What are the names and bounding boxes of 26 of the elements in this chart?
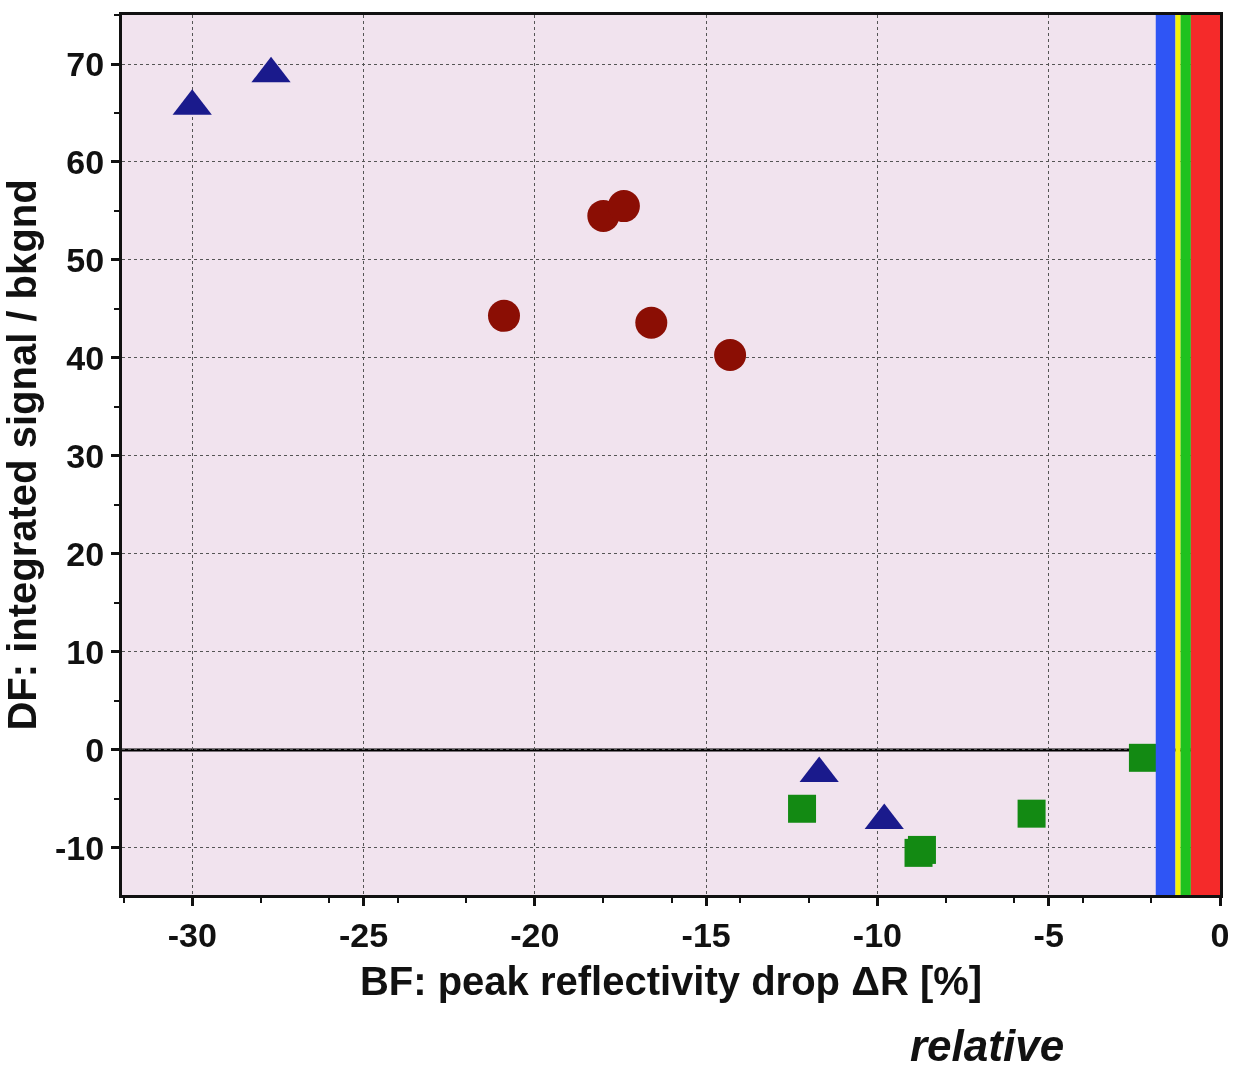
y-tick-label: 20 [66,534,105,573]
y-tick-label: 30 [66,436,105,475]
y-tick-label: 50 [66,240,105,279]
point [788,794,817,823]
text: relative [910,1021,1065,1065]
x-tick-label: 0 [1210,915,1230,954]
point [1017,799,1046,828]
point [607,190,640,223]
x-tick-label: -5 [1033,915,1064,954]
x-tick-label: -15 [681,915,731,954]
x-tick-label: -20 [510,915,560,954]
y-tick-label: 0 [85,730,105,769]
y-tick-label: 40 [66,338,105,377]
x-axis-title: BF: peak reflectivity drop ΔR [%] [359,959,983,1004]
y-tick-label: 10 [66,632,105,671]
point [488,299,520,332]
point [1128,743,1157,772]
y-axis-title: DF: integrated signal / bkgnd [0,179,44,731]
x-tick-label: -10 [852,915,902,954]
x-tick-label: -25 [338,915,389,954]
y-tick-label: -10 [55,828,105,867]
y-tick-label: 70 [66,44,105,83]
y-tick-label: 60 [66,142,105,181]
point [714,339,747,372]
point [635,306,668,339]
x-tick-label: -30 [167,915,217,954]
